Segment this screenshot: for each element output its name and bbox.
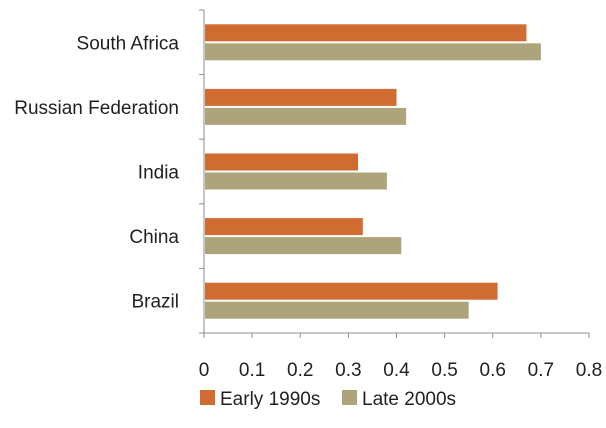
category-label: China [129, 227, 179, 248]
category-label: South Africa [77, 33, 180, 54]
legend-swatch-late-2000s [342, 390, 357, 405]
bar-china-late-2000s [205, 237, 402, 255]
category-label: Brazil [131, 292, 179, 313]
legend-label: Late 2000s [362, 389, 456, 410]
category-label: India [138, 163, 180, 184]
category-labels-group: South Africa Russian Federation India China… [14, 33, 179, 312]
x-tick-label: 0.1 [239, 360, 265, 381]
bar-india-late-2000s [205, 172, 387, 190]
ticks-group [199, 9, 590, 338]
x-tick-label: 0.8 [576, 360, 602, 381]
bar-india-early-1990s [205, 153, 358, 171]
bar-russian-federation-early-1990s [205, 88, 397, 106]
x-tick-label: 0.7 [528, 360, 554, 381]
bar-south-africa-early-1990s [205, 24, 527, 42]
bar-brazil-late-2000s [205, 301, 469, 319]
legend: Early 1990s Late 2000s [200, 389, 456, 410]
legend-swatch-early-1990s [200, 390, 215, 405]
x-tick-label: 0.5 [431, 360, 457, 381]
x-tick-label: 0.4 [383, 360, 410, 381]
x-tick-label: 0 [199, 360, 210, 381]
x-tick-label: 0.3 [335, 360, 361, 381]
bar-south-africa-late-2000s [205, 43, 541, 61]
category-label: Russian Federation [14, 98, 179, 119]
tick-labels-group: 0 0.1 0.2 0.3 0.4 0.5 0.6 0.7 0.8 [199, 360, 603, 381]
bar-russian-federation-late-2000s [205, 107, 407, 125]
bar-brazil-early-1990s [205, 282, 498, 300]
bar-china-early-1990s [205, 218, 363, 236]
legend-label: Early 1990s [220, 389, 320, 410]
x-tick-label: 0.2 [287, 360, 313, 381]
x-tick-label: 0.6 [480, 360, 506, 381]
bars-group [205, 24, 541, 319]
